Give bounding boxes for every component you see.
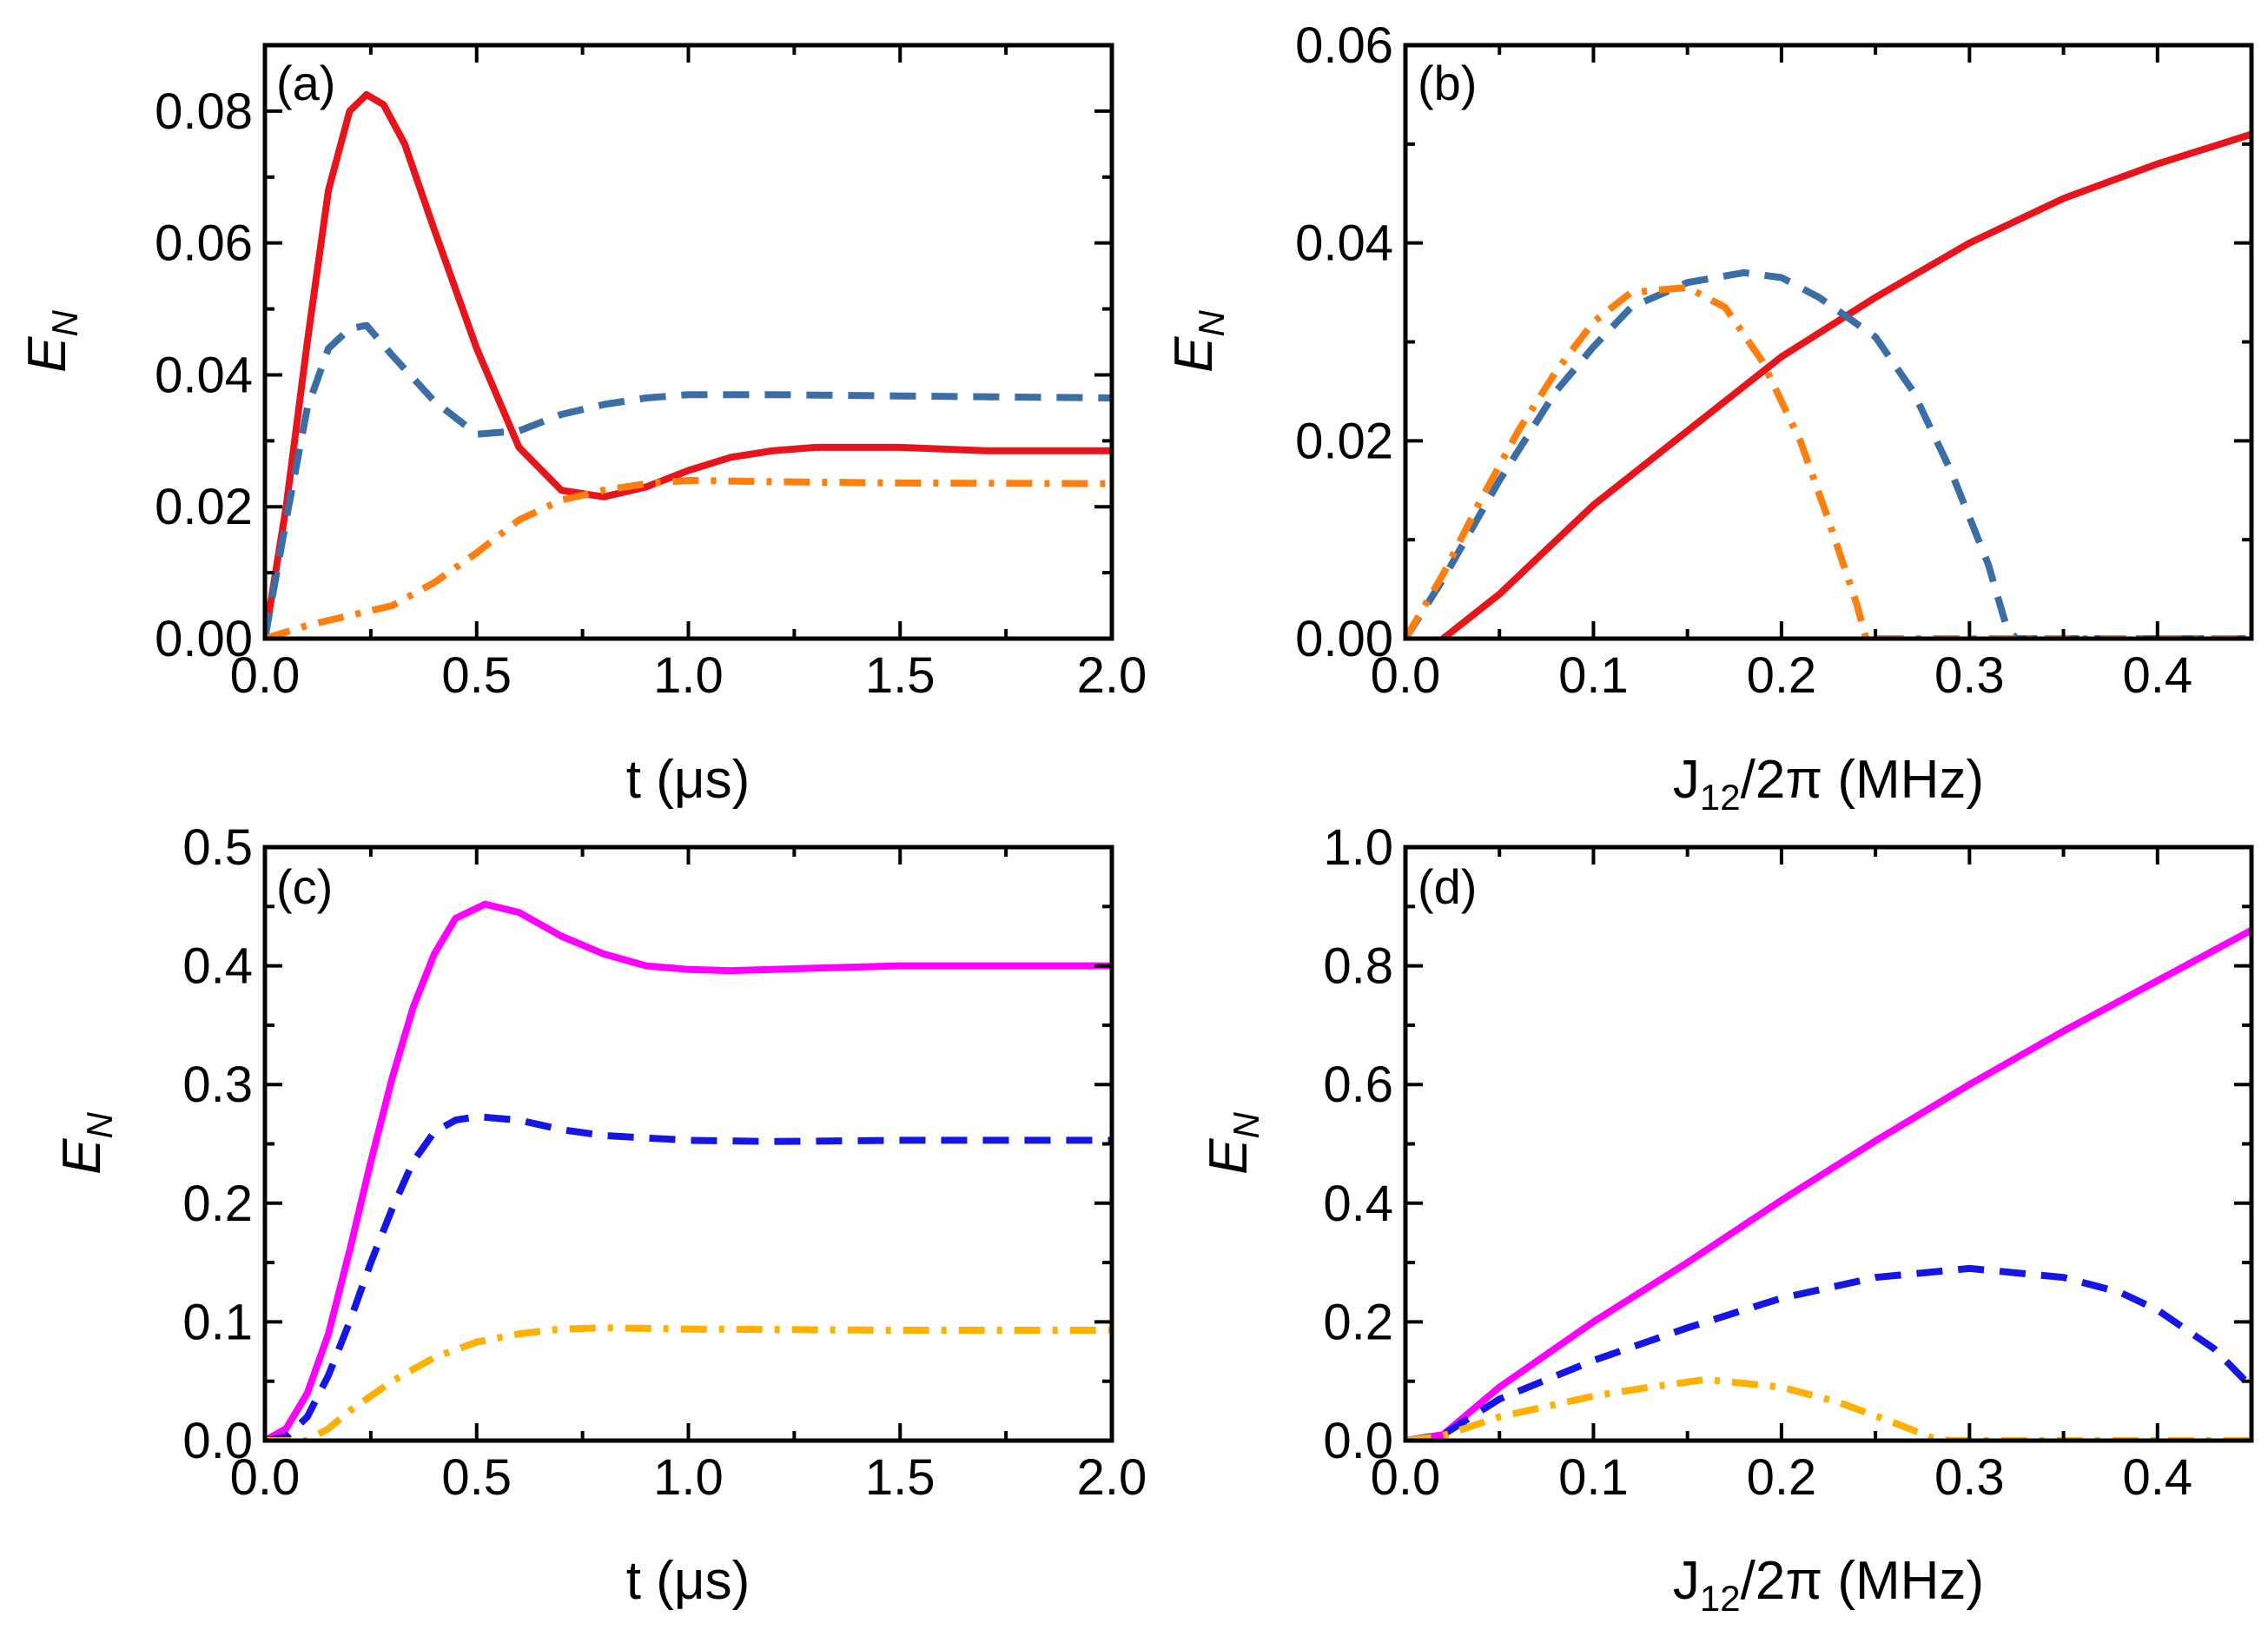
panel-d-y-tick-label: 0.6 xyxy=(1323,1057,1393,1113)
panel-b: 0.0 0.1 0.2 0.3 0.4 0.00 0.02 0.04 0.06 (b) J12/… xyxy=(1164,17,2254,818)
panel-c-x-tick-label: 0.0 xyxy=(230,1449,301,1506)
panel-d-series-1-line xyxy=(1405,927,2251,1441)
panel-c-x-tick-label: 2.0 xyxy=(1077,1449,1147,1506)
panel-d-series xyxy=(1405,927,2251,1441)
panel-d-y-tick-label: 0.4 xyxy=(1323,1176,1393,1232)
panel-a-ticks: 0.0 0.5 1.0 1.5 2.0 0.00 0.02 0.04 0.06 0.08 xyxy=(155,43,1147,704)
panel-a-x-tick-label: 1.0 xyxy=(653,647,724,704)
panel-c-ticks: 0.0 0.5 1.0 1.5 2.0 0.0 0.1 0.2 0.3 0.4 0.5 xyxy=(182,819,1147,1506)
panel-d-y-axis-title-sub: N xyxy=(1226,1111,1266,1138)
panel-b-label: (b) xyxy=(1418,56,1477,110)
panel-b-x-tick-label: 0.2 xyxy=(1747,647,1817,704)
panel-a-y-tick-label: 0.00 xyxy=(155,611,253,667)
panel-d-y-axis-title: EN xyxy=(1199,1111,1266,1174)
panel-a-frame xyxy=(262,43,1114,641)
panel-d-y-tick-label: 1.0 xyxy=(1323,819,1393,876)
panel-c-x-axis-title: t (μs) xyxy=(626,1551,750,1611)
panel-a-x-tick-label: 2.0 xyxy=(1077,647,1147,704)
panel-c-series-2-line xyxy=(265,1113,1112,1441)
panel-a-x-tick-label: 0.0 xyxy=(230,647,301,704)
panel-b-series-1-line xyxy=(1440,130,2251,639)
panel-a-y-axis-title-main: E xyxy=(17,336,77,373)
panel-c-x-tick-label: 1.0 xyxy=(653,1449,724,1506)
panel-a-y-tick-label: 0.08 xyxy=(155,83,253,140)
panel-c-y-tick-label: 0.2 xyxy=(182,1176,253,1232)
panel-d-y-tick-label: 0.0 xyxy=(1323,1413,1393,1469)
panel-a-x-tick-label: 0.5 xyxy=(441,647,512,704)
panel-a-y-tick-label: 0.06 xyxy=(155,215,253,272)
panel-d-x-axis-title-main: J xyxy=(1673,1551,1700,1611)
panel-a-y-axis-title-sub: N xyxy=(44,309,85,336)
panel-d: 0.0 0.1 0.2 0.3 0.4 0.0 0.2 0.4 0.6 0.8 1.0 (d) J1… xyxy=(1199,819,2254,1619)
panel-d-series-3-line xyxy=(1405,1375,2251,1441)
panel-c-y-tick-label: 0.5 xyxy=(182,819,253,876)
panel-d-x-axis-title-tail: /2π (MHz) xyxy=(1741,1551,1984,1611)
panel-b-x-tick-label: 0.4 xyxy=(2122,647,2192,704)
panel-d-y-axis-title-main: E xyxy=(1199,1138,1259,1175)
panel-b-ticks: 0.0 0.1 0.2 0.3 0.4 0.00 0.02 0.04 0.06 xyxy=(1295,17,2253,704)
panel-b-x-tick-label: 0.1 xyxy=(1558,647,1629,704)
panel-a: 0.0 0.5 1.0 1.5 2.00.000.020.040.060.08 (a) … xyxy=(17,43,1147,810)
panel-d-x-tick-label: 0.3 xyxy=(1934,1449,2005,1506)
panel-b-y-tick-label: 0.02 xyxy=(1295,413,1393,469)
panel-b-series-2-line xyxy=(1405,268,2251,639)
panel-c-series xyxy=(265,900,1112,1441)
panel-d-x-tick-label: 0.0 xyxy=(1371,1449,1441,1506)
panel-c-series-1-line xyxy=(265,900,1112,1441)
panel-a-x-tick-label: 1.5 xyxy=(865,647,936,704)
panel-b-x-tick-label: 0.3 xyxy=(1934,647,2005,704)
panel-d-x-tick-label: 0.2 xyxy=(1747,1449,1817,1506)
panel-c-y-tick-label: 0.4 xyxy=(182,938,253,995)
panel-b-y-axis-title-main: E xyxy=(1164,336,1224,373)
panel-c-y-axis-title: EN xyxy=(52,1111,120,1174)
panel-d-label: (d) xyxy=(1418,859,1477,914)
panel-c-series-3-line xyxy=(265,1324,1112,1441)
panel-a-series-1-line xyxy=(265,90,1112,639)
panel-c-y-tick-label: 0.1 xyxy=(182,1294,253,1350)
panel-b-x-axis-title-tail: /2π (MHz) xyxy=(1741,750,1984,810)
panel-d-x-axis-title: J12/2π (MHz) xyxy=(1673,1551,1984,1619)
panel-a-y-tick-label: 0.04 xyxy=(155,347,253,403)
panel-b-x-axis-title-main: J xyxy=(1673,750,1700,810)
panel-d-x-tick-label: 0.4 xyxy=(2122,1449,2192,1506)
panel-c-frame xyxy=(262,845,1114,1443)
panel-c-y-axis-title-main: E xyxy=(52,1138,112,1175)
panel-a-series-3-line xyxy=(265,476,1112,639)
panel-b-y-tick-label: 0.04 xyxy=(1295,215,1393,272)
panel-c-label: (c) xyxy=(276,859,333,914)
panel-a-y-axis-title: EN xyxy=(17,309,85,372)
panel-c: 0.0 0.5 1.0 1.5 2.0 0.0 0.1 0.2 0.3 0.4 0.5 (c) t … xyxy=(52,819,1147,1611)
panel-a-y-tick-label: 0.02 xyxy=(155,479,253,535)
panel-c-y-axis-title-sub: N xyxy=(79,1111,120,1138)
panel-c-x-tick-label: 1.5 xyxy=(865,1449,936,1506)
panel-b-x-axis-title: J12/2π (MHz) xyxy=(1673,750,1984,818)
panel-b-frame xyxy=(1403,43,2254,641)
panel-c-y-tick-label: 0.0 xyxy=(182,1413,253,1469)
panel-b-series-3-line xyxy=(1405,283,2251,639)
panel-a-label: (a) xyxy=(276,56,335,110)
panel-d-frame xyxy=(1403,845,2254,1443)
panel-d-x-axis-title-sub: 12 xyxy=(1700,1578,1741,1619)
panel-c-y-tick-label: 0.3 xyxy=(182,1057,253,1113)
panel-d-y-tick-label: 0.8 xyxy=(1323,938,1393,995)
panel-b-y-axis-title-sub: N xyxy=(1191,309,1232,336)
panel-b-y-tick-label: 0.00 xyxy=(1295,611,1393,667)
panel-a-x-axis-title: t (μs) xyxy=(626,750,750,810)
panel-d-series-2-line xyxy=(1405,1264,2251,1441)
panel-b-x-tick-label: 0.0 xyxy=(1371,647,1441,704)
panel-a-series xyxy=(265,90,1112,639)
panel-d-y-tick-label: 0.2 xyxy=(1323,1294,1393,1350)
panel-b-y-tick-label: 0.06 xyxy=(1295,17,1393,74)
panel-c-x-tick-label: 0.5 xyxy=(441,1449,512,1506)
panel-b-series xyxy=(1405,130,2251,639)
panel-d-x-tick-label: 0.1 xyxy=(1558,1449,1629,1506)
panel-b-x-axis-title-sub: 12 xyxy=(1700,777,1741,818)
panel-b-y-axis-title: EN xyxy=(1164,309,1232,372)
panel-d-ticks: 0.0 0.1 0.2 0.3 0.4 0.0 0.2 0.4 0.6 0.8 1.0 xyxy=(1323,819,2253,1506)
